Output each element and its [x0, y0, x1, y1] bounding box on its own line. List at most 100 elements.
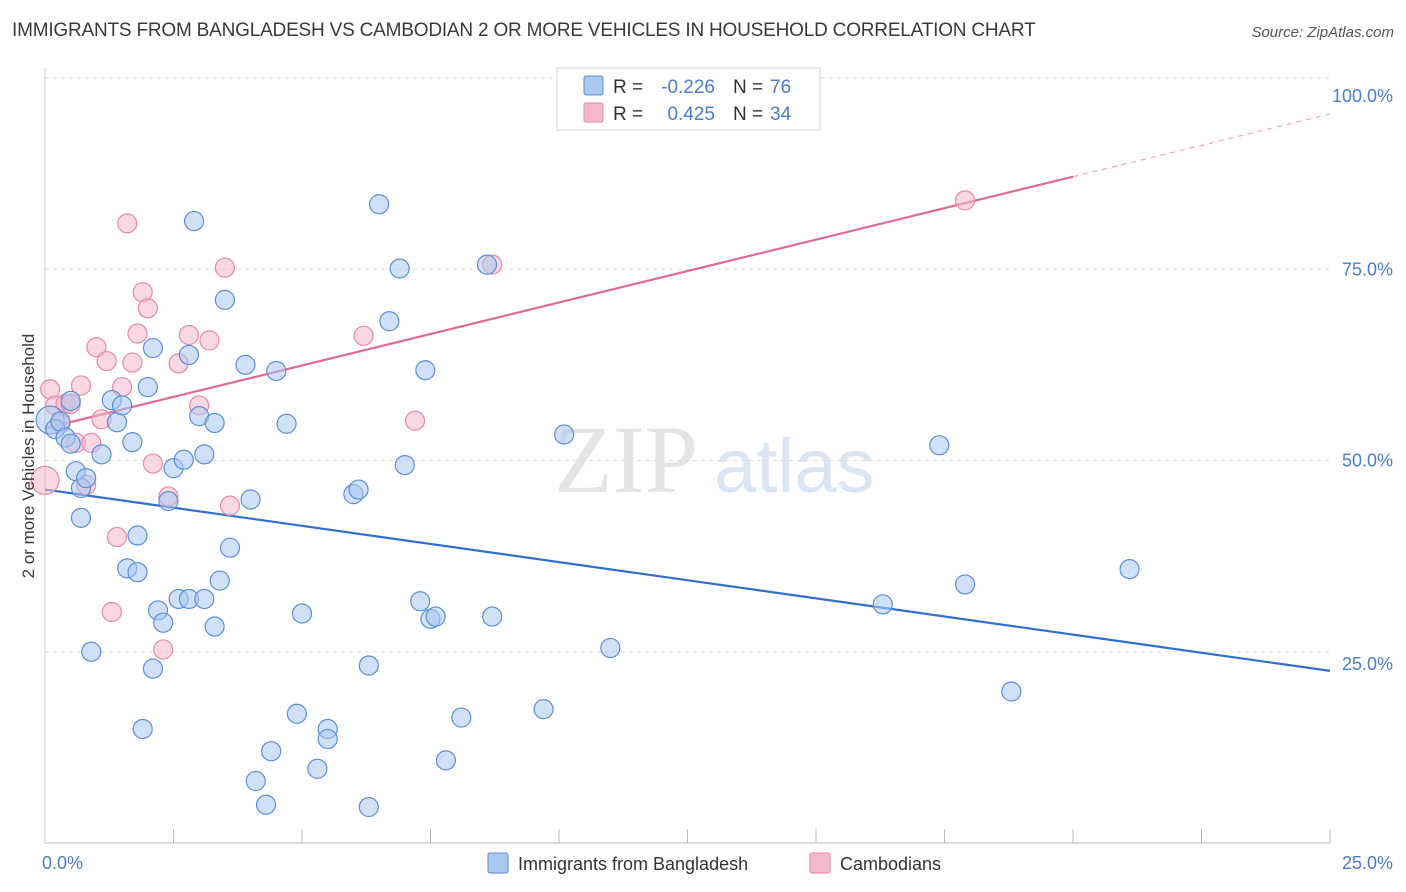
y-tick-label: 100.0% [1332, 86, 1393, 106]
point-bangladesh [153, 612, 174, 633]
point-bangladesh [261, 741, 282, 762]
points-cambodians [30, 190, 976, 660]
point-bangladesh [276, 413, 297, 434]
point-bangladesh [451, 707, 472, 728]
point-cambodians [353, 325, 374, 346]
point-bangladesh [178, 344, 200, 366]
source-credit: Source: ZipAtlas.com [1251, 24, 1394, 41]
point-cambodians [70, 375, 92, 396]
trendline-cambodians-extension [1072, 113, 1331, 178]
point-bangladesh [204, 412, 225, 434]
point-bangladesh [60, 433, 81, 454]
point-bangladesh [183, 210, 205, 232]
point-bangladesh [81, 641, 102, 662]
legend-r-value: 0.425 [667, 104, 715, 125]
legend-swatch-cambodians [583, 102, 604, 123]
point-bangladesh [122, 432, 143, 453]
point-cambodians [199, 330, 220, 351]
y-tick-label: 50.0% [1342, 451, 1393, 471]
point-bangladesh [142, 658, 164, 679]
watermark-atlas: atlas [714, 424, 875, 509]
correlation-legend: R = -0.226 N = 76 R = 0.425 N = 34 [556, 67, 821, 131]
watermark-zip: ZIP [554, 406, 698, 513]
point-bangladesh [127, 525, 148, 546]
point-bangladesh [142, 337, 164, 359]
chart-title: IMMIGRANTS FROM BANGLADESH VS CAMBODIAN … [12, 20, 1036, 41]
legend-r-value: -0.226 [661, 77, 715, 98]
point-bangladesh [394, 454, 415, 476]
legend-r-label: R = [613, 77, 643, 98]
point-bangladesh [266, 360, 287, 382]
point-bangladesh [111, 395, 133, 416]
y-tick-label: 75.0% [1342, 259, 1393, 279]
legend-swatch-cambodians [809, 852, 831, 874]
point-bangladesh [127, 562, 148, 583]
point-bangladesh [410, 591, 431, 612]
point-bangladesh [255, 794, 277, 815]
legend-label-bangladesh: Immigrants from Bangladesh [518, 854, 748, 874]
legend-swatch-bangladesh [487, 852, 509, 874]
legend-n-value: 76 [770, 77, 791, 98]
x-tick-label: 0.0% [42, 853, 83, 873]
point-cambodians [153, 639, 174, 660]
point-bangladesh [476, 254, 498, 275]
point-bangladesh [379, 311, 400, 332]
point-bangladesh [106, 412, 128, 433]
legend-n-value: 34 [770, 104, 792, 125]
point-bangladesh [317, 728, 338, 750]
point-bangladesh [435, 750, 457, 771]
point-cambodians [96, 350, 117, 372]
y-tick-labels: 25.0% 50.0% 75.0% 100.0% [1332, 86, 1393, 674]
point-cambodians [214, 257, 235, 278]
trendline-cambodians-line [44, 175, 1074, 430]
point-bangladesh [70, 507, 92, 528]
point-bangladesh [137, 376, 158, 398]
point-bangladesh [482, 606, 503, 627]
legend-n-label: N = [733, 104, 763, 125]
point-bangladesh [209, 570, 230, 591]
point-cambodians [954, 190, 976, 211]
point-bangladesh [369, 194, 390, 215]
point-bangladesh [245, 770, 266, 792]
point-bangladesh [291, 603, 313, 624]
point-bangladesh [358, 655, 379, 676]
legend-r-label: R = [613, 104, 643, 125]
point-bangladesh [286, 703, 307, 724]
point-cambodians [142, 453, 164, 474]
point-cambodians [127, 323, 148, 344]
series-legend: Immigrants from Bangladesh Cambodians [487, 852, 941, 874]
point-bangladesh [219, 537, 241, 558]
trendline-bangladesh [44, 488, 1331, 672]
point-bangladesh [76, 467, 97, 489]
point-bangladesh [600, 637, 621, 659]
point-bangladesh [929, 435, 950, 456]
point-bangladesh [1001, 681, 1022, 702]
point-bangladesh [91, 444, 112, 465]
point-cambodians [101, 601, 122, 623]
legend-n-label: N = [733, 77, 763, 98]
points-bangladesh [35, 194, 1140, 818]
point-bangladesh [194, 588, 215, 610]
point-bangladesh [872, 594, 893, 615]
trendline-cambodians [44, 113, 1331, 430]
point-bangladesh [132, 718, 153, 740]
axes [44, 68, 1331, 844]
point-bangladesh [240, 489, 261, 510]
point-cambodians [122, 352, 143, 373]
point-cambodians [404, 410, 426, 431]
x-tick-labels: 0.0% 25.0% [42, 853, 1393, 873]
trendline-bangladesh-line [44, 488, 1331, 672]
point-cambodians [30, 465, 60, 495]
point-bangladesh [954, 574, 976, 595]
point-bangladesh [173, 449, 194, 470]
point-bangladesh [235, 354, 256, 375]
point-bangladesh [60, 390, 81, 411]
point-bangladesh [533, 699, 554, 720]
legend-label-cambodians: Cambodians [840, 854, 941, 874]
y-tick-label: 25.0% [1342, 654, 1393, 674]
y-axis-label: 2 or more Vehicles in Household [19, 334, 38, 579]
point-bangladesh [389, 258, 410, 279]
point-bangladesh [214, 289, 235, 310]
point-bangladesh [204, 616, 225, 637]
